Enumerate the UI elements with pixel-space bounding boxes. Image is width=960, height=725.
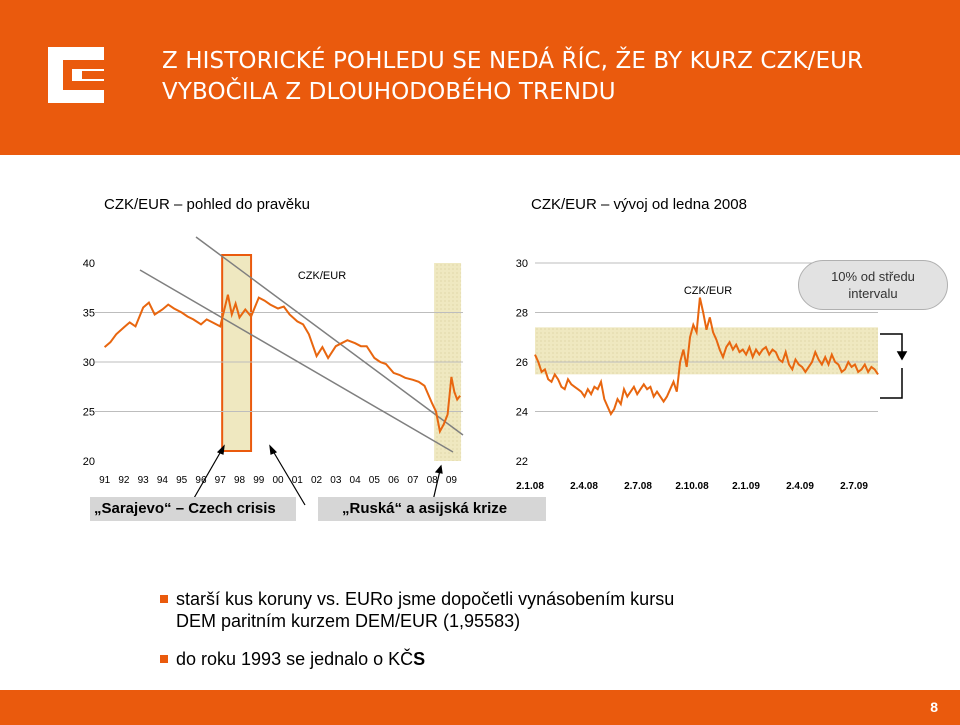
left-lower-trend-line <box>139 269 454 453</box>
left-x-tick-label: 05 <box>369 475 381 486</box>
note-2-text: do roku 1993 se jednalo o KČ <box>176 649 414 669</box>
sarajevo-tag: „Sarajevo“ – Czech crisis <box>90 497 296 521</box>
left-x-tick-label: 01 <box>292 475 304 486</box>
page-title: Z HISTORICKÉ POHLEDU SE NEDÁ ŘÍC, ŽE BY … <box>162 46 922 108</box>
sarajevo-highlight-band <box>221 254 253 452</box>
right-x-tick-label: 2.1.09 <box>732 481 760 492</box>
note-1-line-2: DEM paritním kurzem DEM/EUR (1,95583) <box>176 611 521 631</box>
right-x-tick-label: 2.1.08 <box>516 481 544 492</box>
right-y-tick-label: 22 <box>516 456 528 468</box>
title-line-1: Z HISTORICKÉ POHLEDU SE NEDÁ ŘÍC, ŽE BY … <box>162 48 864 74</box>
left-x-tick-label: 99 <box>253 475 265 486</box>
ruska-tag: „Ruská“ a asijská krize <box>318 497 546 521</box>
page-number: 8 <box>930 699 938 715</box>
note-item: do roku 1993 se jednalo o KČS <box>160 648 920 670</box>
cez-logo-icon <box>48 47 104 103</box>
right-y-tick-label: 30 <box>516 258 528 270</box>
right-x-tick-label: 2.4.09 <box>786 481 814 492</box>
ruska-tag-label: „Ruská“ a asijská krize <box>342 500 508 517</box>
note-1-line-1: starší kus koruny vs. EURo jsme dopočetl… <box>176 589 675 609</box>
right-x-tick-label: 2.10.08 <box>675 481 709 492</box>
right-chart-series-label: CZK/EUR <box>684 285 732 297</box>
right-x-tick-label: 2.7.09 <box>840 481 868 492</box>
left-x-tick-label: 93 <box>138 475 150 486</box>
left-x-tick-label: 92 <box>118 475 130 486</box>
callout-text: 10% od středu intervalu <box>831 269 915 301</box>
left-y-tick-label: 40 <box>83 258 95 270</box>
note-item: starší kus koruny vs. EURo jsme dopočetl… <box>160 588 920 632</box>
left-x-tick-label: 91 <box>99 475 111 486</box>
right-x-tick-label: 2.7.08 <box>624 481 652 492</box>
left-chart-series-line <box>103 294 461 435</box>
header-bar: Z HISTORICKÉ POHLEDU SE NEDÁ ŘÍC, ŽE BY … <box>0 0 960 155</box>
left-x-tick-label: 95 <box>176 475 188 486</box>
right-y-tick-label: 24 <box>516 407 528 419</box>
bullet-square-icon <box>160 655 168 663</box>
left-chart-heading: CZK/EUR – pohled do pravěku <box>104 196 310 213</box>
sarajevo-tag-label: „Sarajevo“ – Czech crisis <box>94 500 276 517</box>
right-y-tick-label: 28 <box>516 308 528 320</box>
right-chart-series-line <box>534 297 879 417</box>
left-x-tick-label: 00 <box>272 475 284 486</box>
left-x-tick-label: 94 <box>157 475 169 486</box>
title-line-2: VYBOČILA Z DLOUHODOBÉHO TRENDU <box>162 79 616 105</box>
left-x-tick-label: 04 <box>350 475 362 486</box>
right-chart-heading: CZK/EUR – vývoj od ledna 2008 <box>531 196 747 213</box>
right-x-tick-label: 2.4.08 <box>570 481 598 492</box>
bullet-square-icon <box>160 595 168 603</box>
callout-bubble: 10% od středu intervalu <box>798 260 948 310</box>
left-x-tick-label: 97 <box>215 475 227 486</box>
note-2-bold: S <box>413 649 426 669</box>
left-x-tick-label: 98 <box>234 475 246 486</box>
left-y-tick-label: 20 <box>83 456 95 468</box>
left-x-tick-label: 08 <box>427 475 439 486</box>
left-y-tick-label: 35 <box>83 308 95 320</box>
left-x-tick-label: 02 <box>311 475 323 486</box>
left-y-tick-label: 25 <box>83 407 95 419</box>
sarajevo-arrows <box>189 444 306 506</box>
left-x-tick-label: 03 <box>330 475 342 486</box>
left-upper-trend-line <box>195 236 464 436</box>
left-y-tick-label: 30 <box>83 357 95 369</box>
notes-list: starší kus koruny vs. EURo jsme dopočetl… <box>160 588 920 670</box>
left-x-tick-label: 06 <box>388 475 400 486</box>
interval-bracket <box>880 333 908 399</box>
left-chart-series-label: CZK/EUR <box>298 270 346 282</box>
left-x-tick-label: 07 <box>407 475 419 486</box>
right-chart-interval-band <box>535 327 878 375</box>
left-x-tick-label: 09 <box>446 475 458 486</box>
footer-bar: 8 <box>0 690 960 725</box>
right-y-tick-label: 26 <box>516 357 528 369</box>
left-x-tick-label: 96 <box>195 475 207 486</box>
